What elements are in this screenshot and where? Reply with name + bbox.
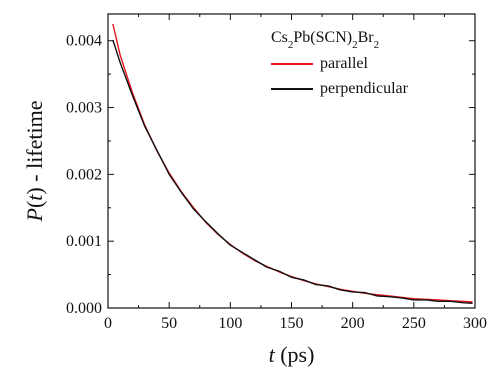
y-tick-label: 0.003 xyxy=(66,100,102,117)
legend-title-subscript: 2 xyxy=(374,39,380,51)
y-axis-title-close: ) xyxy=(22,187,47,194)
x-tick-label: 300 xyxy=(463,315,487,332)
y-axis-title: P(t) - lifetime xyxy=(22,101,47,223)
x-tick-label: 0 xyxy=(104,315,112,332)
plot-area xyxy=(112,23,473,305)
y-axis-title-rest: - lifetime xyxy=(22,101,47,188)
x-tick-label: 100 xyxy=(218,315,242,332)
legend-title-text: Br xyxy=(358,29,375,46)
axis-titles: t (ps)P(t) - lifetime xyxy=(22,101,314,367)
y-tick-label: 0.000 xyxy=(66,300,102,317)
axes: 0 50 100 150 200 250 300 0.000 0.001 0.002 0.003 0.… xyxy=(66,13,487,332)
x-tick-label: 250 xyxy=(402,315,426,332)
legend-title-subscript: 2 xyxy=(288,39,294,51)
series-line-perpendicular xyxy=(112,39,473,305)
x-axis-title-var: t xyxy=(269,342,276,367)
legend-label-parallel: parallel xyxy=(320,55,369,72)
series-line-parallel xyxy=(112,23,473,303)
y-axis-title-t: t xyxy=(22,194,47,201)
y-tick-label: 0.002 xyxy=(66,166,102,183)
x-tick-label: 200 xyxy=(341,315,365,332)
x-axis-title-unit: (ps) xyxy=(275,342,315,367)
legend-title-text: Cs xyxy=(271,29,288,46)
x-tick-label: 50 xyxy=(161,315,177,332)
x-tick-label: 150 xyxy=(280,315,304,332)
legend-title: Cs2Pb(SCN)2Br2 xyxy=(271,29,379,51)
y-tick-label: 0.001 xyxy=(66,233,102,250)
y-tick-label: 0.004 xyxy=(66,33,102,50)
legend-label-perpendicular: perpendicular xyxy=(320,80,409,97)
legend-title-text: Pb(SCN) xyxy=(293,29,352,46)
y-axis-title-open: ( xyxy=(22,201,47,208)
y-axis-title-var: P xyxy=(22,208,47,222)
legend-title-subscript: 2 xyxy=(352,39,358,51)
x-axis-title: t (ps) xyxy=(269,342,315,367)
